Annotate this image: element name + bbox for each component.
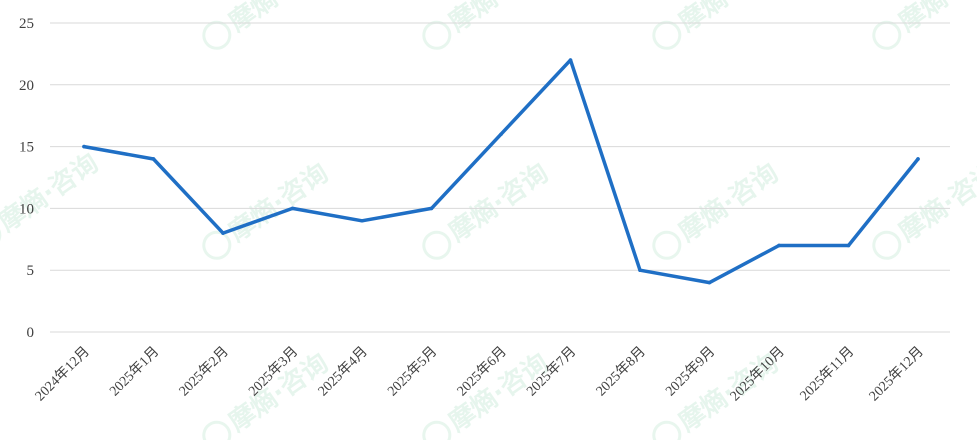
watermark-text: 摩熵·咨询 <box>893 0 977 38</box>
data-point <box>916 157 920 161</box>
watermark-logo-icon <box>652 230 682 260</box>
watermark: 摩熵·咨询 <box>202 0 334 50</box>
series-layer <box>82 58 920 285</box>
watermark-text: 摩熵·咨询 <box>223 157 334 248</box>
data-point <box>429 206 434 211</box>
data-point <box>360 218 364 223</box>
watermark-text: 摩熵·咨询 <box>673 0 784 38</box>
data-point <box>82 144 86 149</box>
y-tick-label: 0 <box>27 325 35 341</box>
series-line <box>82 58 920 285</box>
data-point <box>638 268 642 273</box>
data-point <box>290 206 295 211</box>
data-point <box>568 58 573 62</box>
y-tick-label: 20 <box>19 78 34 94</box>
watermark: 摩熵·咨询 <box>652 157 784 260</box>
x-tick-label: 2025年2月 <box>176 344 232 400</box>
watermark-logo-icon <box>652 420 682 440</box>
watermark: 摩熵·咨询 <box>0 147 104 250</box>
x-tick-label: 2025年12月 <box>866 344 927 405</box>
watermark-logo-icon <box>202 20 232 50</box>
x-tick-label: 2024年12月 <box>32 344 93 405</box>
watermark: 摩熵·咨询 <box>652 0 784 50</box>
y-axis: 0 5 10 15 20 25 <box>19 16 34 341</box>
data-point <box>777 243 781 248</box>
watermark-text: 摩熵·咨询 <box>443 157 554 248</box>
watermark: 摩熵·咨询 <box>872 157 977 260</box>
watermark: 摩熵·咨询 <box>422 0 554 50</box>
data-point <box>846 243 851 248</box>
data-point <box>151 157 156 161</box>
data-point <box>707 280 712 285</box>
watermark-logo-icon <box>202 230 232 260</box>
watermark-text: 摩熵·咨询 <box>673 157 784 248</box>
watermark-logo-icon <box>872 20 902 50</box>
x-tick-label: 2025年5月 <box>384 344 440 400</box>
watermark-logo-icon <box>202 420 232 440</box>
y-tick-label: 25 <box>19 16 34 32</box>
x-tick-label: 2025年8月 <box>593 344 649 400</box>
y-tick-label: 10 <box>19 201 34 217</box>
watermark-logo-icon <box>652 20 682 50</box>
watermark: 摩熵·咨询 <box>872 0 977 50</box>
gridlines <box>50 22 950 333</box>
watermark-text: 摩熵·咨询 <box>0 147 104 238</box>
x-tick-label: 2025年1月 <box>106 344 162 400</box>
watermark-logo-icon <box>422 230 452 260</box>
y-tick-label: 5 <box>27 263 35 279</box>
x-tick-label: 2025年11月 <box>797 344 857 404</box>
y-tick-label: 15 <box>19 140 34 156</box>
watermark-text: 摩熵·咨询 <box>223 0 334 38</box>
watermark: 摩熵·咨询 <box>422 157 554 260</box>
data-point <box>499 132 503 137</box>
watermark-text: 摩熵·咨询 <box>893 157 977 248</box>
watermark-logo-icon <box>422 420 452 440</box>
watermark-text: 摩熵·咨询 <box>443 0 554 38</box>
data-point <box>221 231 225 235</box>
watermark-logo-icon <box>872 230 902 260</box>
watermark-logo-icon <box>422 20 452 50</box>
